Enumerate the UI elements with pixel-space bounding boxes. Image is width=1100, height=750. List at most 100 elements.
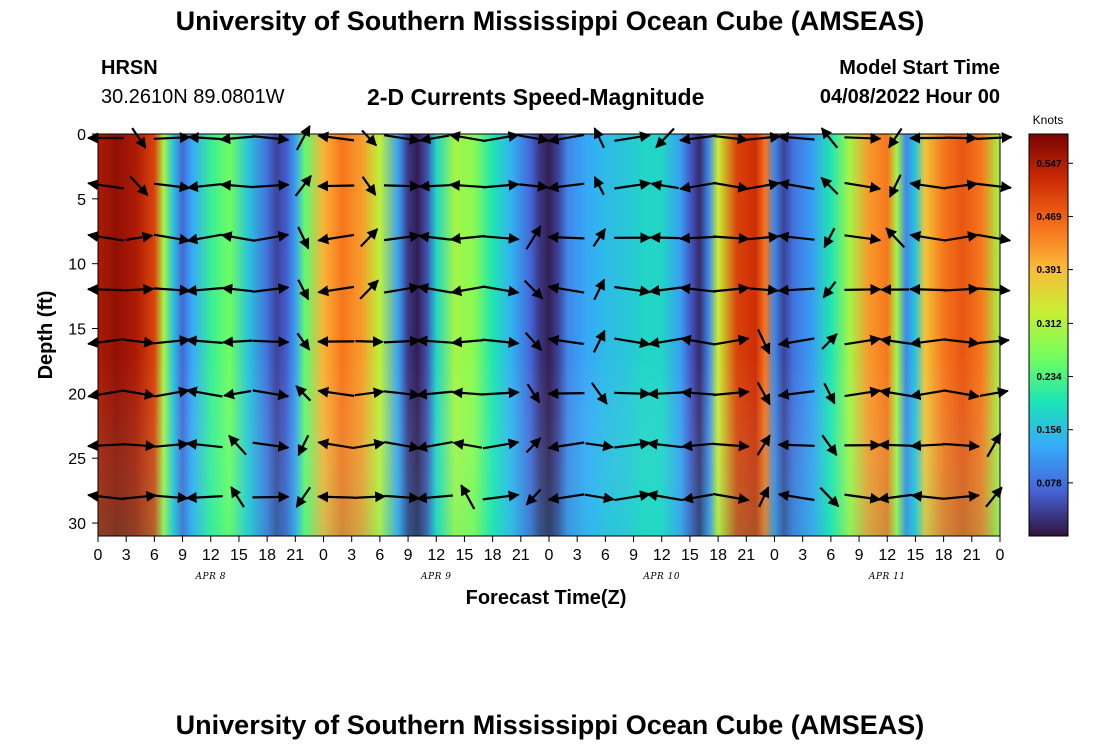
current-vector-arrow: [547, 441, 585, 452]
current-vector-arrow: [943, 389, 980, 401]
current-vector-arrow: [317, 491, 355, 503]
current-vector-arrow: [352, 491, 387, 503]
current-vector-arrow: [614, 337, 651, 349]
current-vector-arrow: [448, 179, 486, 191]
current-vector-arrow: [844, 181, 882, 193]
current-vector-arrow: [944, 179, 979, 191]
current-vector-arrow: [86, 440, 125, 452]
current-vector-arrow: [525, 437, 542, 454]
current-vector-arrow: [523, 279, 544, 300]
x-tick-label: 0: [319, 547, 328, 564]
current-vector-arrow: [317, 386, 355, 398]
y-axis: 0 5 10 15 20 25 30: [68, 127, 98, 533]
current-vector-arrow: [614, 285, 652, 297]
current-vector-arrow: [317, 233, 355, 245]
current-vector-arrow: [86, 283, 125, 295]
current-vector-arrow: [614, 438, 652, 450]
current-vector-arrow: [360, 228, 379, 248]
x-tick-label: 15: [907, 547, 925, 564]
current-vector-arrow: [712, 283, 750, 295]
current-vector-arrow: [909, 231, 947, 242]
day-label: APR 8: [195, 572, 226, 582]
current-vector-arrow: [482, 336, 520, 348]
current-vector-arrow: [252, 133, 290, 145]
current-vector-arrow: [679, 283, 716, 295]
current-vector-arrow: [219, 179, 255, 191]
colorbar-tick-label: 0.312: [1036, 319, 1061, 330]
current-vector-arrow: [985, 486, 1003, 508]
y-tick-label: 10: [68, 257, 86, 274]
x-tick-label: 15: [230, 547, 248, 564]
current-vector-arrow: [749, 284, 779, 296]
current-vector-arrow: [547, 282, 585, 294]
current-vector-arrow: [909, 283, 947, 295]
current-vector-arrow: [909, 337, 947, 348]
current-vectors: [86, 125, 1013, 510]
colorbar-tick-label: 0.156: [1036, 425, 1061, 436]
current-vector-arrow: [648, 337, 682, 348]
current-vector-arrow: [820, 176, 839, 195]
current-vector-arrow: [593, 176, 605, 196]
current-vector-arrow: [124, 283, 155, 295]
current-vector-arrow: [317, 285, 355, 297]
x-tick-label: 18: [935, 547, 953, 564]
x-tick-label: 21: [737, 547, 755, 564]
current-vector-arrow: [219, 133, 255, 145]
current-vector-arrow: [712, 440, 750, 452]
current-vector-arrow: [713, 133, 749, 145]
x-tick-label: 9: [629, 547, 638, 564]
colorbar: Knots 0.547 0.469 0.391 0.312 0.234 0.156 0.07…: [1028, 113, 1073, 537]
current-vector-arrow: [748, 231, 780, 243]
current-vector-arrow: [942, 336, 980, 348]
current-vector-arrow: [747, 131, 782, 143]
current-vector-arrow: [155, 439, 190, 451]
current-vector-arrow: [419, 133, 450, 145]
current-vector-arrow: [777, 179, 815, 191]
x-tick-label: 6: [150, 547, 159, 564]
x-tick-label: 9: [404, 547, 413, 564]
current-vector-arrow: [758, 486, 770, 508]
current-vector-arrow: [317, 180, 355, 192]
current-vector-arrow: [460, 484, 476, 510]
current-vector-arrow: [614, 490, 651, 502]
current-vector-arrow: [593, 278, 606, 301]
current-vector-arrow: [153, 284, 191, 296]
current-vector-arrow: [452, 439, 483, 450]
current-vector-arrow: [482, 387, 520, 399]
current-vector-arrow: [777, 131, 815, 143]
current-vector-arrow: [359, 279, 379, 300]
x-tick-label: 18: [258, 547, 276, 564]
current-vector-arrow: [819, 486, 840, 508]
current-vector-arrow: [879, 335, 911, 347]
current-vector-arrow: [383, 231, 421, 243]
current-vector-arrow: [252, 440, 290, 452]
current-vector-arrow: [844, 283, 882, 295]
y-axis-title: Depth (ft): [35, 291, 57, 380]
current-vector-arrow: [294, 174, 312, 197]
y-tick-label: 20: [68, 386, 86, 403]
current-vector-arrow: [777, 388, 815, 400]
current-vector-arrow: [877, 492, 913, 504]
x-tick-label: 6: [375, 547, 384, 564]
colorbar-tick-label: 0.078: [1036, 478, 1061, 489]
current-vector-arrow: [87, 490, 125, 502]
current-vector-arrow: [777, 490, 815, 502]
current-vector-arrow: [844, 132, 882, 144]
current-vector-arrow: [223, 388, 252, 400]
current-vector-arrow: [976, 132, 1013, 144]
colorbar-title: Knots: [1033, 113, 1064, 127]
colorbar-tick-label: 0.391: [1036, 265, 1061, 276]
current-vector-arrow: [885, 227, 906, 248]
current-vector-arrow: [482, 490, 520, 502]
current-vector-arrow: [943, 283, 980, 295]
current-vector-arrow: [821, 333, 838, 350]
current-vector-arrow: [384, 492, 421, 504]
current-vector-arrow: [682, 492, 713, 504]
current-vector-arrow: [526, 383, 541, 404]
x-tick-label: 3: [122, 547, 131, 564]
current-vector-arrow: [230, 486, 245, 508]
colorbar-tick-label: 0.234: [1036, 372, 1061, 383]
current-vector-arrow: [822, 281, 837, 299]
current-vector-arrow: [649, 232, 680, 244]
current-vector-arrow: [122, 388, 156, 400]
